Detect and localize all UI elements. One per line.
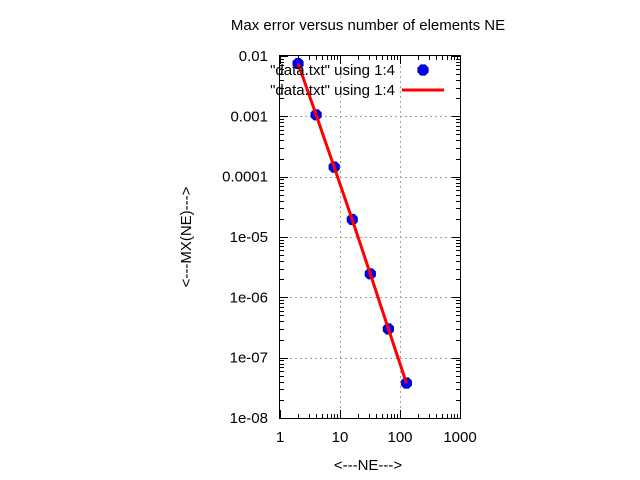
- series-line: [296, 63, 408, 384]
- legend-marker: [417, 64, 429, 76]
- legend-label: "data.txt" using 1:4: [270, 82, 395, 99]
- legend-label: "data.txt" using 1:4: [270, 62, 395, 79]
- y-tick-label: 0.001: [230, 108, 268, 125]
- axis-ticks: 1 10 100 1000 0.01 0.001 0.0001 1e-05 1e-06 1e-07…: [222, 48, 477, 446]
- x-tick-label: 1: [276, 429, 284, 446]
- x-tick-label: 1000: [443, 429, 476, 446]
- plot-frame: [279, 55, 461, 419]
- data-point: [400, 377, 412, 389]
- y-tick-label: 0.01: [239, 48, 268, 65]
- x-axis-label: <---NE--->: [334, 457, 403, 474]
- chart-title: Max error versus number of elements NE: [231, 17, 505, 34]
- x-tick-label: 100: [387, 429, 412, 446]
- y-tick-label: 1e-05: [230, 229, 268, 246]
- y-tick-label: 1e-07: [230, 350, 268, 367]
- grid: [280, 56, 460, 418]
- y-tick-label: 0.0001: [222, 169, 268, 186]
- series-layer: [292, 58, 412, 389]
- legend: "data.txt" using 1:4 "data.txt" using 1:4: [270, 62, 444, 99]
- x-tick-label: 10: [332, 429, 349, 446]
- y-axis-label: <---MX(NE)--->: [178, 186, 195, 287]
- y-tick-label: 1e-08: [230, 410, 268, 427]
- y-tick-label: 1e-06: [230, 289, 268, 306]
